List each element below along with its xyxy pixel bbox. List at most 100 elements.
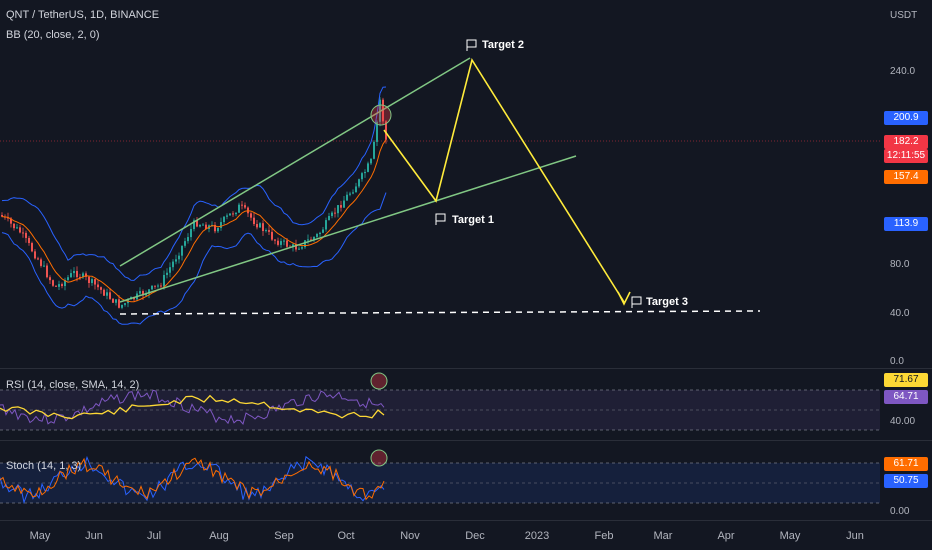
candle-body [46, 265, 48, 278]
candle-body [229, 213, 231, 216]
price-chart-pane[interactable]: QNT / TetherUS, 1D, BINANCE BB (20, clos… [0, 0, 880, 368]
candle-body [385, 121, 387, 140]
candle-body [262, 223, 264, 231]
candle-body [316, 234, 318, 237]
candle-body [283, 240, 285, 242]
candle-body [142, 291, 144, 296]
candle-body [43, 265, 45, 267]
stoch-highlight-circle[interactable] [370, 449, 388, 467]
stoch-k-line [0, 455, 385, 505]
candle-body [70, 273, 72, 278]
stoch-tick-0: 0.00 [890, 506, 910, 517]
bar-countdown-tag: 12:11:55 [884, 149, 928, 163]
candle-body [199, 224, 201, 227]
time-label: Nov [400, 530, 420, 542]
candle-body [304, 240, 306, 248]
support-dashed-line[interactable] [119, 310, 761, 315]
target-1-flag-icon[interactable] [435, 213, 446, 225]
candle-body [349, 193, 351, 195]
candle-body [286, 240, 288, 247]
top-highlight-circle[interactable] [370, 104, 392, 126]
candle-body [61, 284, 63, 287]
candle-body [85, 273, 87, 277]
bb-legend[interactable]: BB (20, close, 2, 0) [6, 29, 100, 41]
stoch-pane[interactable]: Stoch (14, 1, 3) [0, 441, 880, 513]
candle-body [22, 232, 24, 234]
pane-separator-rsi[interactable] [0, 368, 932, 369]
candle-body [190, 229, 192, 238]
symbol-title[interactable]: QNT / TetherUS, 1D, BINANCE [6, 9, 160, 21]
candle-body [67, 277, 69, 280]
candle-body [172, 261, 174, 268]
time-axis-separator [0, 520, 932, 521]
candle-body [217, 228, 219, 232]
rsi-pane[interactable]: RSI (14, close, SMA, 14, 2) [0, 369, 880, 440]
candle-body [307, 239, 309, 241]
candle-body [274, 239, 276, 241]
candle-body [244, 205, 246, 208]
stoch-d-tag: 50.75 [884, 474, 928, 488]
candle-body [352, 192, 354, 194]
candle-body [193, 220, 195, 230]
price-chart-svg[interactable] [0, 0, 880, 368]
candle-body [241, 204, 243, 206]
candle-body [331, 212, 333, 217]
candle-body [319, 232, 321, 235]
candle-body [367, 163, 369, 172]
candle-body [55, 285, 57, 287]
price-scale[interactable]: USDT 240.0 80.0 40.0 0.0 40.00 0.00 [880, 0, 932, 520]
candle-body [259, 223, 261, 228]
time-label: Sep [274, 530, 294, 542]
candle-body [235, 212, 237, 215]
candle-body [118, 299, 120, 308]
candle-body [73, 270, 75, 274]
candle-body [292, 244, 294, 247]
target-2-flag-icon[interactable] [466, 39, 477, 51]
candle-body [220, 222, 222, 229]
price-scale-currency: USDT [890, 10, 918, 21]
candle-body [364, 171, 366, 174]
candle-body [106, 292, 108, 296]
candle-body [205, 224, 207, 229]
candle-body [115, 299, 117, 303]
candle-body [112, 298, 114, 303]
candle-body [10, 218, 12, 224]
candle-body [103, 289, 105, 296]
candle-body [370, 158, 372, 164]
candle-body [169, 267, 171, 273]
candle-body [196, 220, 198, 227]
time-label: Jun [85, 530, 103, 542]
candle-body [52, 280, 54, 286]
candle-body [358, 179, 360, 187]
bb-lower-tag: 113.9 [884, 217, 928, 231]
time-axis[interactable]: May Jun Jul Aug Sep Oct Nov Dec 2023 Feb Mar Apr May… [0, 521, 880, 550]
channel-upper-line[interactable] [119, 57, 471, 267]
time-label: Oct [337, 530, 355, 542]
candle-body [34, 251, 36, 259]
candle-body [124, 303, 126, 305]
pane-separator-stoch[interactable] [0, 440, 932, 441]
rsi-legend[interactable]: RSI (14, close, SMA, 14, 2) [6, 379, 140, 391]
rsi-tick-40: 40.00 [890, 416, 916, 427]
rsi-value-tag: 71.67 [884, 373, 928, 387]
candle-body [343, 200, 345, 208]
stoch-legend[interactable]: Stoch (14, 1, 3) [6, 460, 82, 472]
candle-body [91, 279, 93, 283]
channel-lower-line[interactable] [119, 155, 577, 303]
stoch-k-tag: 61.71 [884, 457, 928, 471]
candle-body [295, 244, 297, 250]
candle-body [97, 284, 99, 288]
price-tick-40: 40.0 [890, 308, 910, 319]
rsi-highlight-circle[interactable] [370, 372, 388, 390]
candle-body [184, 241, 186, 246]
candle-body [226, 215, 228, 217]
candle-body [346, 194, 348, 201]
time-label: Apr [717, 530, 735, 542]
projection-path[interactable] [383, 57, 625, 303]
target-3-flag-icon[interactable] [631, 296, 642, 308]
candle-body [334, 212, 336, 214]
candle-body [355, 186, 357, 193]
stoch-d-line [0, 457, 385, 501]
price-tick-240: 240.0 [890, 66, 916, 77]
candle-body [310, 239, 312, 241]
